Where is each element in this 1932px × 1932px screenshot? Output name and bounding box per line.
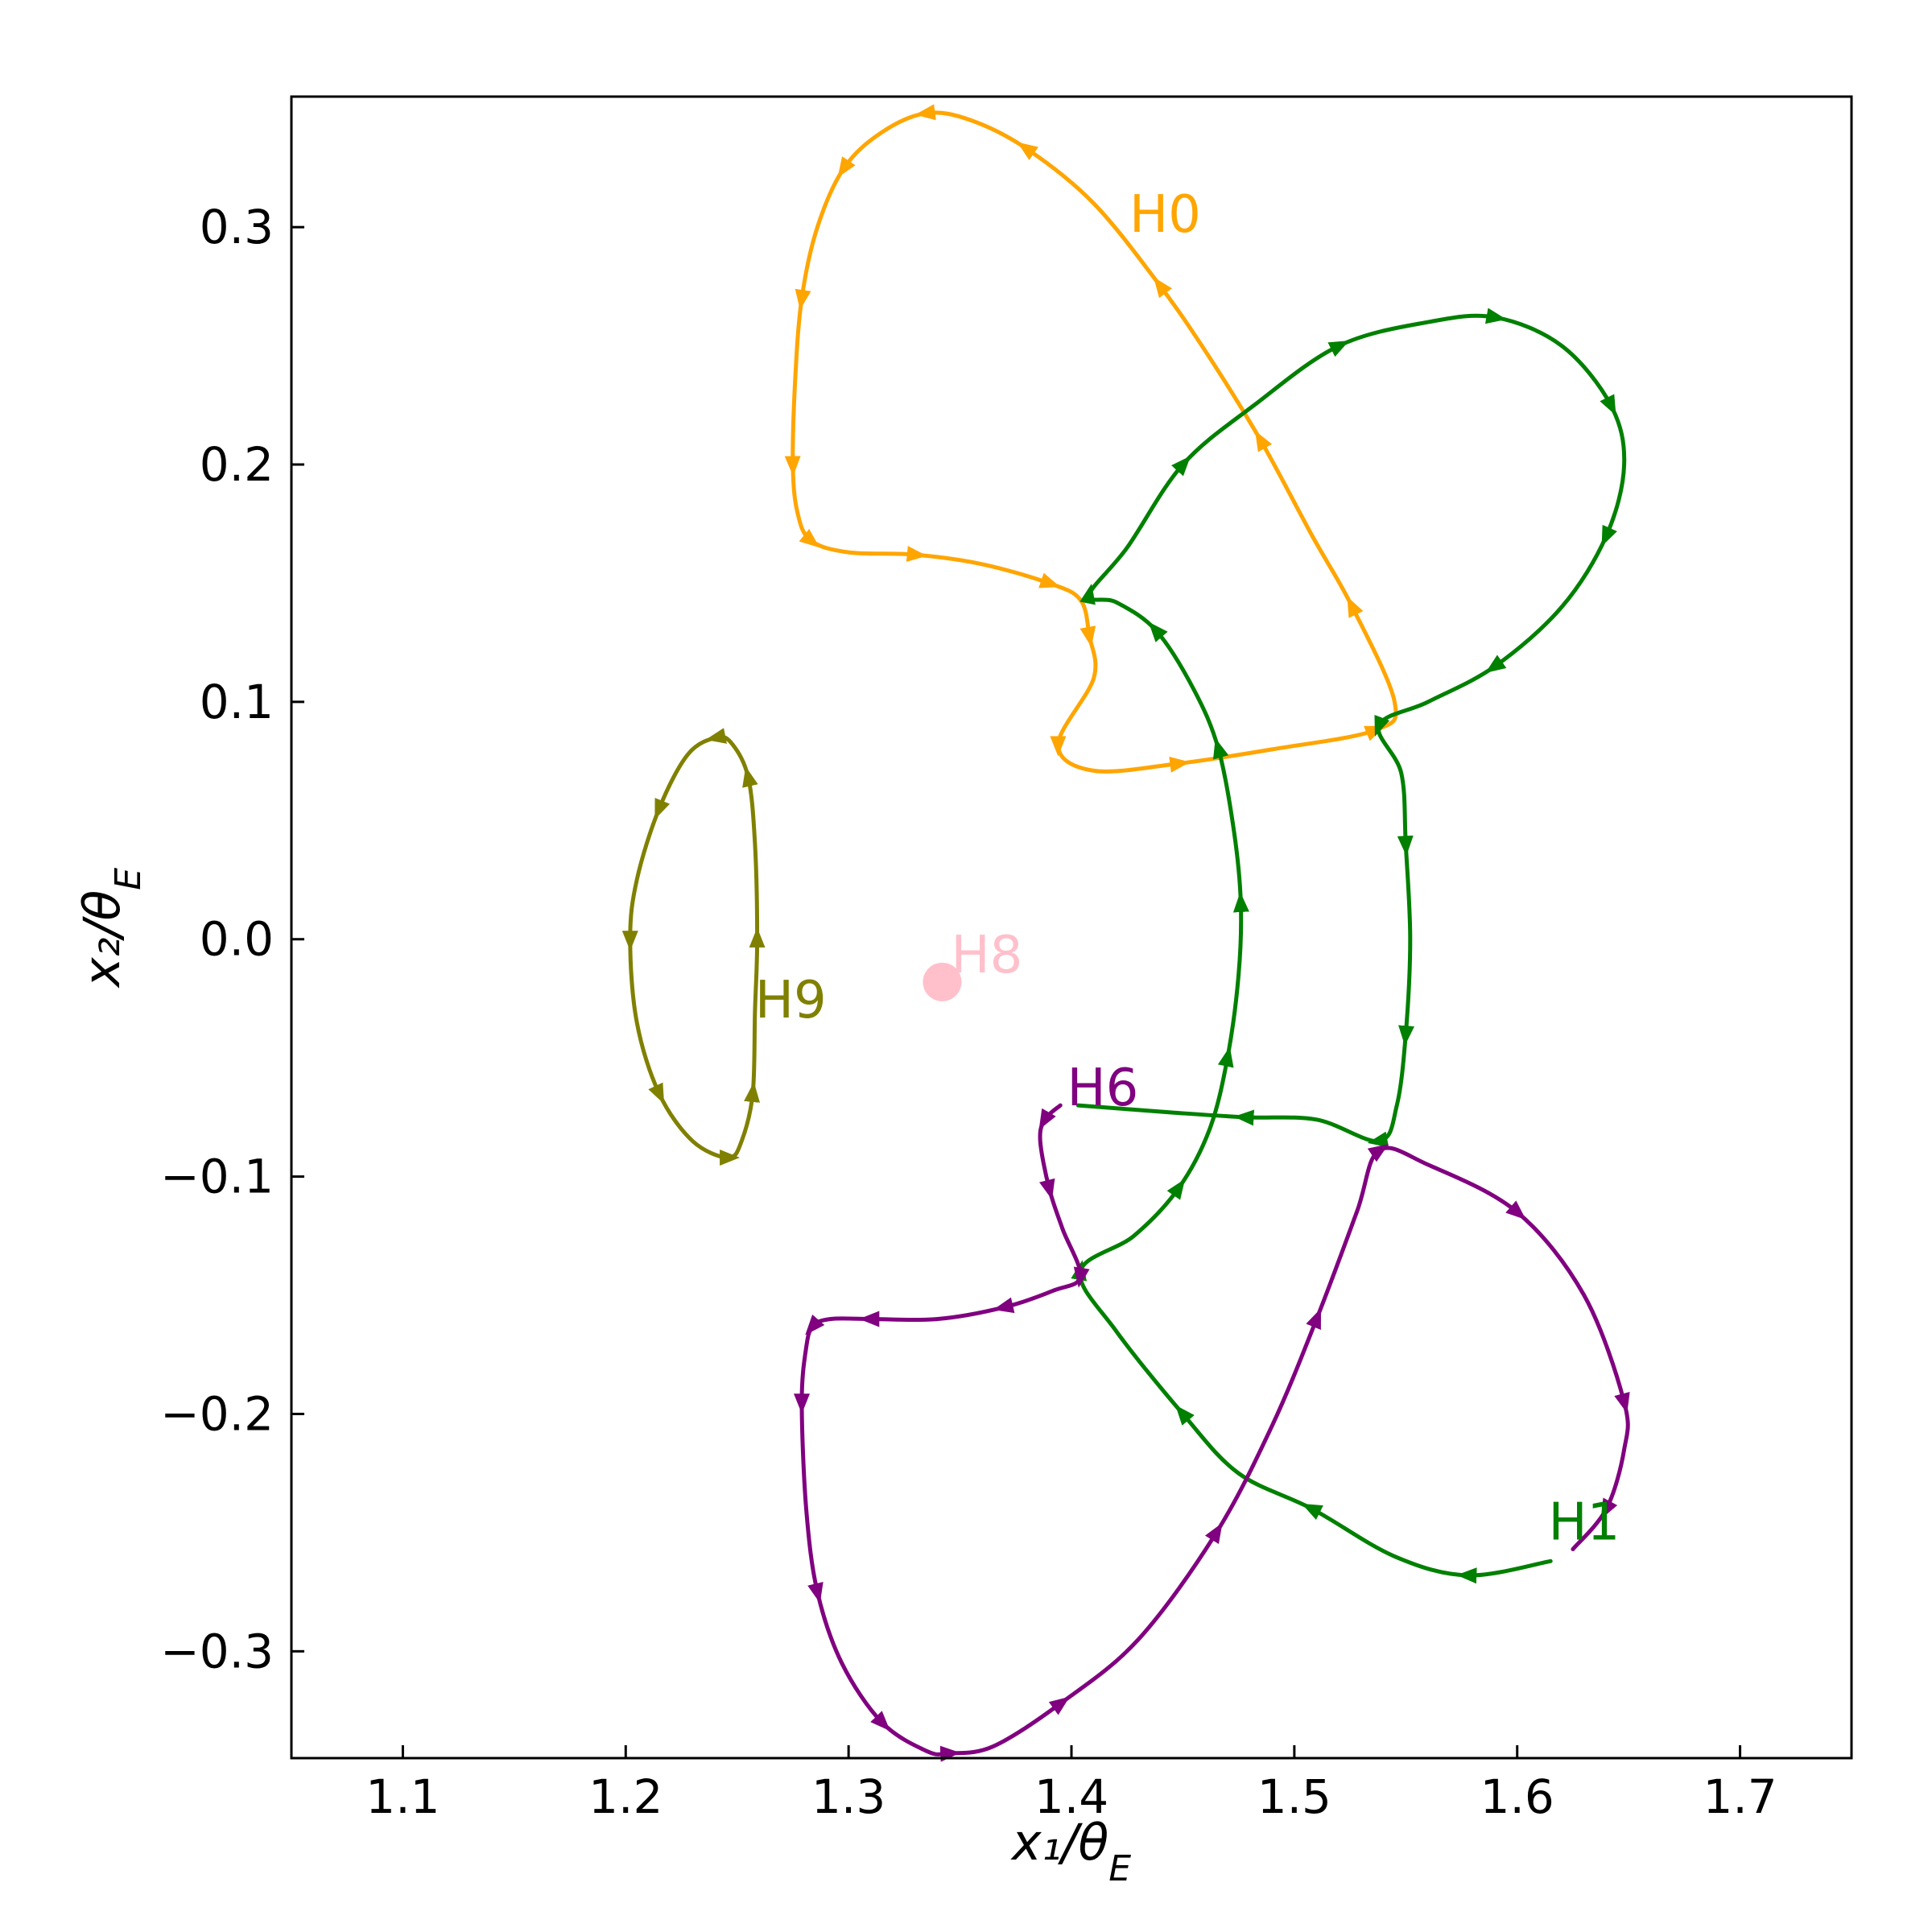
h6-direction-arrow <box>1505 1200 1526 1220</box>
h1-direction-arrow <box>1212 737 1229 760</box>
y-tick-label: 0.3 <box>200 200 274 254</box>
h6-direction-arrow <box>1600 1497 1618 1520</box>
y-tick-label: −0.2 <box>160 1386 274 1441</box>
h1-direction-arrow <box>1600 394 1616 416</box>
h6-direction-arrow <box>1073 1266 1090 1288</box>
h6-label: H6 <box>1067 1059 1138 1118</box>
h0-direction-arrow <box>1255 430 1273 452</box>
h0-direction-arrow <box>1154 277 1173 299</box>
h1-direction-arrow <box>1484 308 1507 324</box>
h6-direction-arrow <box>807 1582 824 1604</box>
h9-direction-arrow <box>705 728 728 744</box>
h9-direction-arrow <box>648 1082 665 1104</box>
x-tick-label: 1.4 <box>1034 1769 1108 1824</box>
h8-point <box>923 962 962 1001</box>
h0-direction-arrow <box>1169 756 1191 773</box>
h1-direction-arrow <box>1302 1503 1323 1521</box>
x-tick-label: 1.2 <box>588 1769 663 1824</box>
h1-direction-arrow <box>1166 1179 1186 1200</box>
y-tick-label: −0.3 <box>160 1624 274 1678</box>
x-tick-label: 1.7 <box>1703 1769 1777 1824</box>
h1-direction-arrow <box>1148 621 1168 642</box>
h1-direction-arrow <box>1080 583 1096 605</box>
h8-label: H8 <box>951 926 1022 985</box>
h6-trajectory <box>799 1103 1630 1757</box>
y-tick-label: 0.1 <box>200 675 274 729</box>
x-tick-label: 1.5 <box>1257 1769 1331 1824</box>
h1-direction-arrow <box>1175 1405 1195 1426</box>
h0-direction-arrow <box>1364 725 1385 741</box>
h1-direction-arrow <box>1171 456 1191 477</box>
h1-direction-arrow <box>1601 524 1617 547</box>
h9-direction-arrow <box>742 766 758 788</box>
y-tick-label: −0.1 <box>160 1150 274 1204</box>
y-tick-label: 0.2 <box>200 437 274 492</box>
h0-direction-arrow <box>1038 572 1061 588</box>
x-axis-ticks: 1.1 1.2 1.3 1.4 1.5 1.6 1.7 <box>365 1745 1777 1824</box>
h6-direction-arrow <box>1306 1308 1321 1331</box>
plot-curves <box>621 104 1630 1762</box>
h6-direction-arrow <box>1367 1144 1389 1162</box>
h0-direction-arrow <box>799 528 820 548</box>
y-tick-label: 0.0 <box>200 912 274 967</box>
h6-direction-arrow <box>1039 1178 1055 1200</box>
h1-direction-arrow <box>1327 341 1350 357</box>
h0-direction-arrow <box>1347 596 1364 618</box>
h0-direction-arrow <box>1080 625 1096 647</box>
x-tick-label: 1.3 <box>811 1769 886 1824</box>
h0-label: H0 <box>1129 185 1201 245</box>
h6-direction-arrow <box>870 1711 890 1732</box>
h1-label: H1 <box>1548 1493 1620 1553</box>
h0-trajectory <box>791 110 1398 774</box>
curve-labels: H0 H1 H6 H8 H9 <box>755 185 1620 1553</box>
x-tick-label: 1.1 <box>365 1769 440 1824</box>
h0-direction-arrow <box>795 288 811 310</box>
y-axis-ticks: 0.3 0.2 0.1 0.0 −0.1 −0.2 −0.3 <box>160 200 304 1678</box>
h6-direction-arrow <box>1038 1108 1056 1130</box>
x-tick-label: 1.6 <box>1480 1769 1554 1824</box>
x-axis-label: x₁/θE <box>1010 1813 1131 1889</box>
y-axis-label: x₂/θE <box>72 868 149 989</box>
h1-direction-arrow <box>1485 654 1507 673</box>
h1-direction-arrow <box>1217 1046 1234 1068</box>
h0-direction-arrow <box>837 156 856 178</box>
h6-direction-arrow <box>1204 1522 1223 1545</box>
h6-direction-arrow <box>1048 1696 1070 1715</box>
h9-label: H9 <box>755 971 827 1030</box>
h0-direction-arrow <box>1017 142 1038 161</box>
h6-direction-arrow <box>805 1314 825 1335</box>
h9-direction-arrow <box>654 798 671 819</box>
h1-direction-arrow <box>1374 714 1390 737</box>
h0-direction-arrow <box>914 104 936 121</box>
